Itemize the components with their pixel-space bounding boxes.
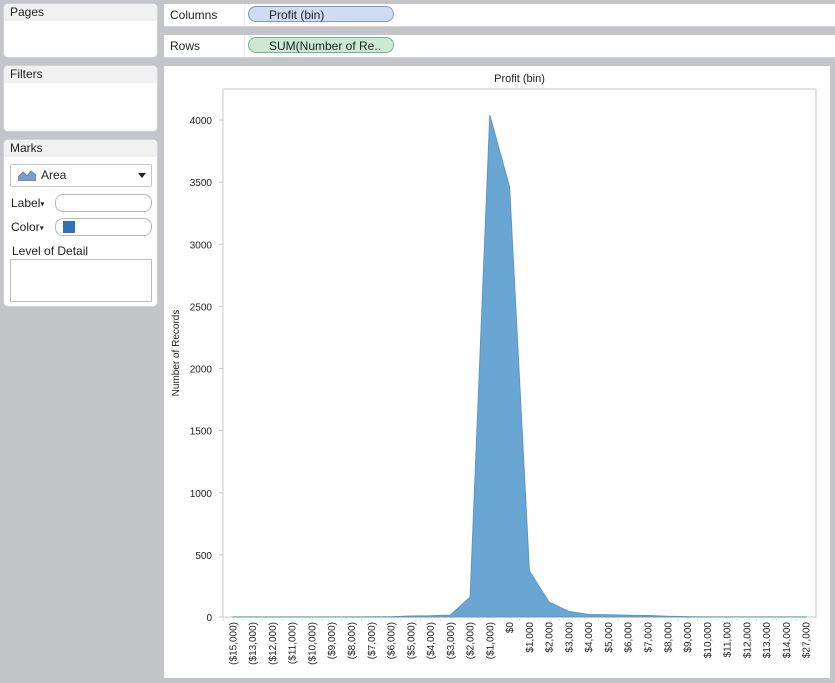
x-tick-label: $13,000 <box>762 622 773 659</box>
x-tick-label: ($11,000) <box>288 622 299 664</box>
color-shelf[interactable] <box>55 218 152 236</box>
y-tick-label: 3500 <box>190 178 213 189</box>
x-tick-label: ($12,000) <box>268 622 279 665</box>
x-tick-label: $0 <box>505 622 516 634</box>
level-of-detail-label: Level of Detail <box>12 244 89 258</box>
chart-title: Profit (bin) <box>494 73 545 85</box>
y-tick-label: 0 <box>206 613 212 624</box>
x-tick-label: $8,000 <box>663 622 674 653</box>
x-tick-label: $27,000 <box>802 622 813 659</box>
x-tick-label: $12,000 <box>742 622 753 659</box>
area-series <box>232 114 807 618</box>
x-tick-label: ($10,000) <box>307 622 318 665</box>
y-axis-title: Number of Records <box>171 310 182 397</box>
columns-pill-profit-bin[interactable]: Profit (bin) <box>248 6 394 22</box>
marks-title: Marks <box>4 140 157 157</box>
x-tick-label: $10,000 <box>703 622 714 659</box>
label-button-text: Label <box>11 196 41 210</box>
x-tick-label: $4,000 <box>584 622 595 653</box>
color-button[interactable]: Color▾ <box>11 220 44 234</box>
marks-card: Marks Area Label▾ Color▾ Level of Detail <box>4 140 157 306</box>
y-tick-label: 1000 <box>190 489 213 500</box>
columns-shelf[interactable]: Columns Profit (bin) <box>164 4 835 27</box>
shelf-divider <box>244 4 245 26</box>
x-tick-label: ($1,000) <box>485 622 496 659</box>
x-tick-label: $6,000 <box>624 622 635 653</box>
y-tick-label: 4000 <box>190 116 213 127</box>
y-tick-label: 2500 <box>190 302 213 313</box>
filters-card[interactable]: Filters <box>4 66 157 131</box>
y-tick-label: 500 <box>195 551 212 562</box>
x-tick-label: ($8,000) <box>347 622 358 659</box>
x-tick-label: $5,000 <box>604 622 615 653</box>
x-tick-label: $7,000 <box>643 622 654 653</box>
x-tick-label: ($9,000) <box>327 622 338 659</box>
rows-label: Rows <box>170 39 201 53</box>
color-button-text: Color <box>11 220 40 234</box>
level-of-detail-shelf[interactable] <box>10 259 152 302</box>
dropdown-arrow-icon <box>138 173 146 178</box>
x-tick-label: ($3,000) <box>446 622 457 659</box>
x-tick-label: ($6,000) <box>387 622 398 659</box>
filters-title: Filters <box>4 66 157 83</box>
x-tick-label: $3,000 <box>564 622 575 653</box>
x-tick-label: ($15,000) <box>228 622 239 665</box>
y-tick-label: 3000 <box>190 240 213 251</box>
color-swatch[interactable] <box>63 221 75 233</box>
label-button[interactable]: Label▾ <box>11 196 44 210</box>
pages-card: Pages <box>4 4 157 57</box>
area-chart[interactable]: Profit (bin) 0 500 1000 1500 2000 2500 3000 3500… <box>164 66 830 678</box>
x-tick-label: $1,000 <box>525 622 536 653</box>
shelf-divider <box>244 35 245 57</box>
x-tick-label: $11,000 <box>723 622 734 658</box>
x-tick-label: ($4,000) <box>426 622 437 659</box>
caret-down-icon: ▾ <box>39 223 44 233</box>
x-tick-label: $14,000 <box>782 622 793 659</box>
x-tick-label: ($13,000) <box>248 622 259 665</box>
mark-type-label: Area <box>41 168 67 182</box>
rows-pill-number-of-records[interactable]: SUM(Number of Re.. <box>248 37 394 53</box>
mark-type-dropdown[interactable]: Area <box>10 164 152 187</box>
y-tick-label: 2000 <box>190 365 213 376</box>
rows-shelf[interactable]: Rows SUM(Number of Re.. <box>164 35 835 58</box>
caret-down-icon: ▾ <box>40 199 45 209</box>
x-tick-label: ($7,000) <box>367 622 378 659</box>
area-chart-icon <box>18 170 36 181</box>
pages-title: Pages <box>4 4 157 21</box>
columns-label: Columns <box>170 8 218 22</box>
y-tick-label: 1500 <box>190 427 213 438</box>
x-tick-label: $9,000 <box>683 622 694 653</box>
label-shelf[interactable] <box>55 194 152 212</box>
x-tick-label: ($5,000) <box>406 622 417 659</box>
x-tick-label: ($2,000) <box>466 622 477 659</box>
chart-view[interactable]: Profit (bin) 0 500 1000 1500 2000 2500 3000 3500… <box>164 66 830 678</box>
x-tick-label: $2,000 <box>545 622 556 653</box>
